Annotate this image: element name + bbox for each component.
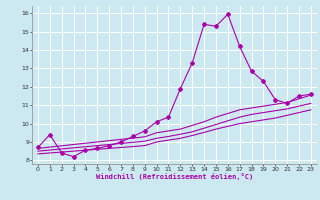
X-axis label: Windchill (Refroidissement éolien,°C): Windchill (Refroidissement éolien,°C) xyxy=(96,173,253,180)
